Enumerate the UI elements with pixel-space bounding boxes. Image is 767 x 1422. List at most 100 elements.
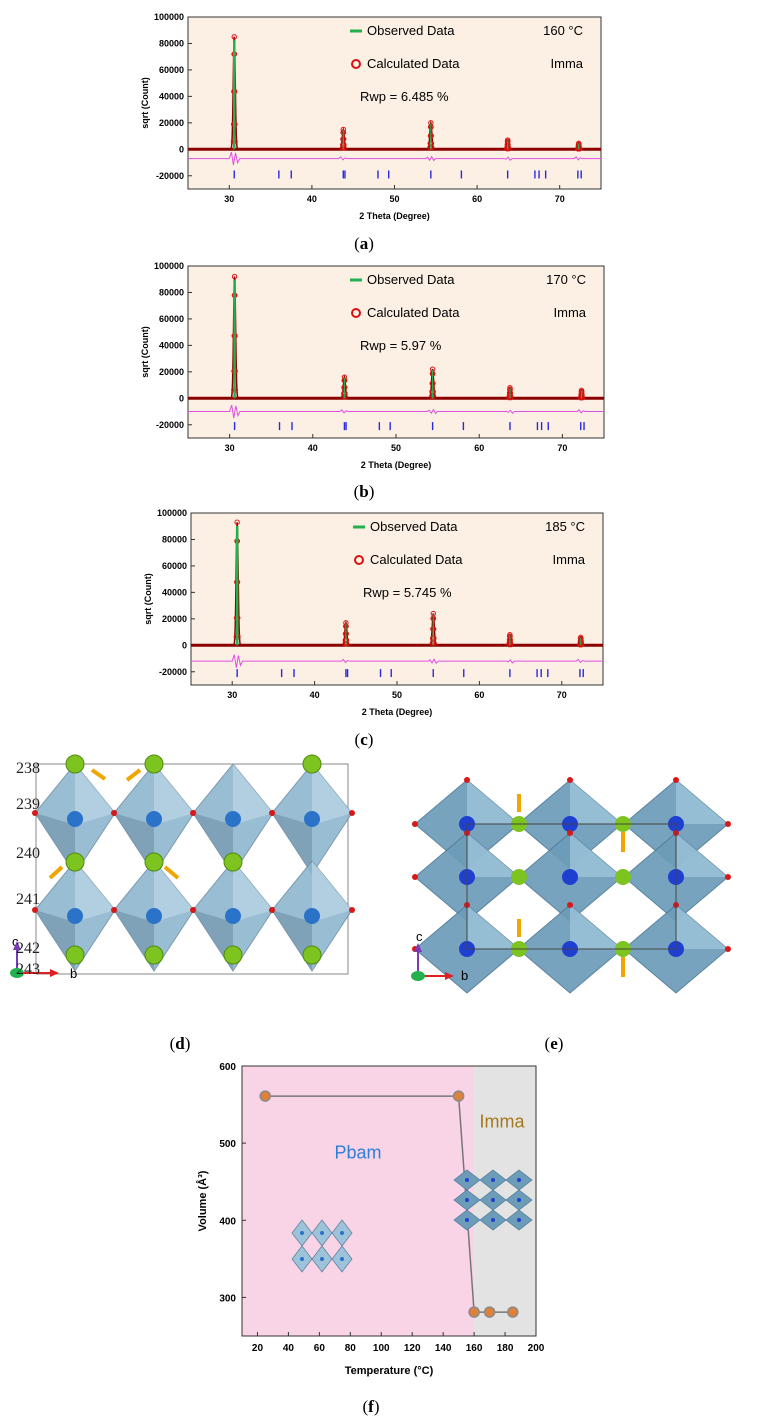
y-tick-label: 500	[219, 1139, 236, 1150]
xrd-panel-a: -20000 0 20000 40000 60000 80000 100000 30 40 50 6…	[140, 12, 602, 221]
a-site-atom	[144, 852, 164, 872]
octahedron-face	[114, 813, 154, 874]
legend-calculated-swatch	[351, 308, 361, 318]
difference-curve	[188, 151, 601, 166]
oxygen-atom	[567, 902, 573, 908]
plot-area	[187, 265, 605, 439]
octahedron-face	[35, 910, 75, 971]
calculated-point	[578, 642, 585, 648]
legend-calculated-label: Calculated Data	[367, 56, 460, 71]
b-site-atom	[67, 908, 83, 924]
y-tick-label: 0	[179, 393, 184, 403]
inset-atom	[491, 1178, 495, 1182]
x-tick-label: 30	[225, 443, 235, 453]
xrd-panel-c: -20000 0 20000 40000 60000 80000 100000 30 40 50 6…	[143, 508, 604, 717]
y-tick-label: -20000	[156, 171, 184, 181]
axis-b-label: b	[461, 968, 468, 983]
inset-atom	[465, 1218, 469, 1222]
axis-c-label: c	[416, 929, 423, 944]
temperature-label: 185 °C	[545, 519, 585, 534]
displacement-arrow	[48, 865, 64, 880]
b-site-atom	[304, 908, 320, 924]
axis-b-arrowhead	[50, 969, 59, 977]
x-tick-label: 70	[557, 443, 567, 453]
data-point	[468, 1306, 480, 1318]
x-tick-label: 120	[404, 1343, 421, 1354]
displacement-arrow	[125, 768, 142, 782]
octahedron-face	[467, 905, 519, 949]
x-axis-label: Temperature (°C)	[345, 1365, 434, 1377]
plot-content	[188, 273, 604, 431]
caption-b: (b)	[353, 482, 375, 501]
legend-observed-label: Observed Data	[367, 23, 455, 38]
oxygen-atom	[269, 810, 275, 816]
oxygen-atom	[673, 777, 679, 783]
x-tick-label: 60	[474, 690, 484, 700]
inset-atom	[340, 1231, 344, 1235]
inset-pbam-structure	[291, 1219, 353, 1273]
y-tick-label: 80000	[162, 534, 187, 544]
oxygen-atom	[725, 874, 731, 880]
axis-c-arrowhead	[414, 943, 422, 952]
oxygen-atom	[190, 810, 196, 816]
inset-imma-structure	[453, 1169, 533, 1231]
calculated-point	[342, 394, 348, 400]
row-label-242: 242	[16, 940, 40, 957]
calculated-peak	[427, 119, 435, 150]
y-tick-label: -20000	[159, 667, 187, 677]
calculated-point	[340, 394, 347, 400]
octahedra-layer-d	[32, 754, 355, 972]
y-tick-label: 60000	[159, 314, 184, 324]
calculated-point	[505, 145, 512, 152]
y-tick-label: 0	[182, 640, 187, 650]
x-tick-label: 20	[252, 1343, 264, 1354]
x-axis-label: 2 Theta (Degree)	[361, 460, 432, 470]
octahedron-face	[570, 833, 622, 877]
y-axis-label: sqrt (Count)	[140, 77, 150, 129]
legend-calculated-swatch	[351, 59, 361, 69]
y-tick-label: 100000	[157, 508, 187, 518]
y-tick-label: 60000	[159, 65, 184, 75]
structure-d: c b	[10, 754, 355, 981]
caption-a: (a)	[354, 234, 374, 253]
axis-c-arrowhead	[13, 941, 21, 950]
a-site-atom	[65, 852, 85, 872]
oxygen-atom	[111, 810, 117, 816]
caption-c: (c)	[354, 730, 374, 749]
legend-calculated-swatch	[354, 555, 364, 565]
octahedron-face	[467, 833, 519, 877]
octahedron-face	[154, 764, 194, 825]
plot-frame	[241, 1065, 537, 1337]
inset-atom	[300, 1257, 304, 1261]
y-tick-label: 40000	[159, 91, 184, 101]
x-tick-label: 70	[557, 690, 567, 700]
calculated-point	[576, 146, 583, 152]
x-tick-label: 160	[466, 1343, 483, 1354]
calculated-peak	[428, 369, 437, 399]
oxygen-atom	[412, 874, 418, 880]
calculated-point	[234, 519, 240, 525]
phase-label: Imma	[554, 305, 587, 320]
y-axis-label: sqrt (Count)	[140, 326, 150, 378]
legend-observed-label: Observed Data	[367, 272, 455, 287]
axis-b-label: b	[70, 966, 77, 981]
x-tick-label: 40	[310, 690, 320, 700]
a-site-atom	[511, 869, 527, 885]
rwp-label: Rwp = 6.485 %	[360, 89, 449, 104]
axis-b-arrowhead	[445, 972, 454, 980]
plot-content	[191, 519, 603, 678]
octahedron-face	[467, 780, 519, 824]
octahedron-face	[75, 764, 115, 825]
structure-e: c b	[411, 777, 731, 994]
row-label-243: 243	[16, 961, 40, 978]
a-site-atom	[223, 945, 243, 965]
plot-area	[190, 512, 604, 686]
y-tick-label: 60000	[162, 561, 187, 571]
xrd-figure: -20000 0 20000 40000 60000 80000 100000 30 40 50 6…	[140, 12, 605, 717]
unit-cell-box	[466, 823, 677, 950]
octahedron-face	[272, 910, 312, 971]
y-tick-label: 20000	[159, 118, 184, 128]
oxygen-atom	[32, 810, 38, 816]
rwp-label: Rwp = 5.745 %	[363, 585, 452, 600]
calculated-point	[343, 637, 350, 643]
